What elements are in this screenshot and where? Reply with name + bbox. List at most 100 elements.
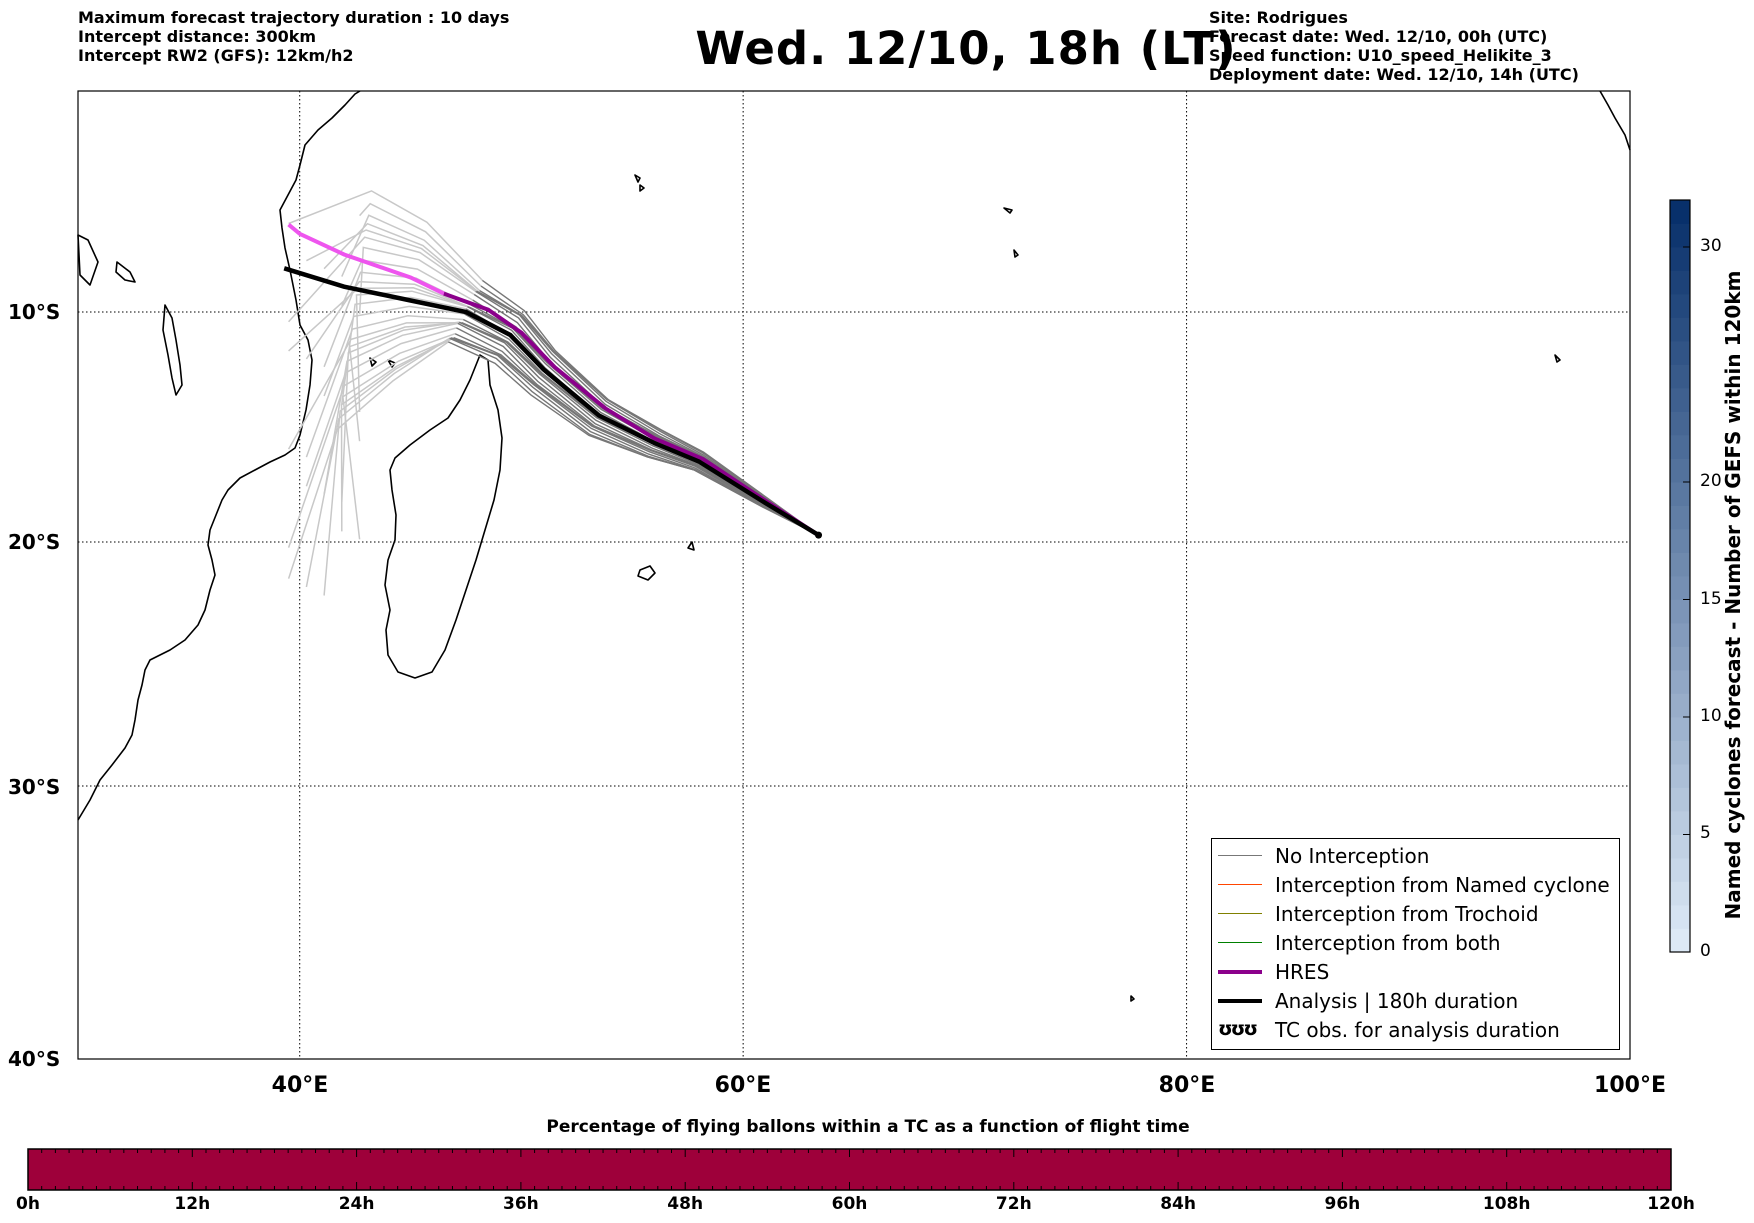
legend-label: Analysis | 180h duration [1275,989,1519,1013]
colorbar-bin [1670,270,1690,295]
colorbar-bin [1670,317,1690,342]
map-border [77,90,1631,1060]
intercept-rw2-text: Intercept RW2 (GFS): 12km/h2 [78,46,354,65]
cb-tick-0: 0 [1700,941,1711,961]
colorbar-bin [1670,928,1690,953]
colorbar-bin [1670,740,1690,765]
time-label: 60h [831,1194,868,1214]
time-label: 48h [667,1194,704,1214]
colorbar-bin [1670,482,1690,506]
colorbar-bin [1670,529,1690,553]
early-trajectory [323,322,458,495]
chagos-islands [1003,207,1019,258]
ensemble-trajectory [479,289,819,536]
colorbar-bin [1670,341,1690,365]
early-trajectory [358,246,475,314]
mauritius-reunion [637,541,695,581]
early-trajectory [306,229,478,292]
coastlines [77,90,1631,1002]
early-trajectory [341,259,474,307]
legend-label: Interception from Named cyclone [1275,873,1610,897]
forecast-parameters: Maximum forecast trajectory duration : 1… [78,8,509,65]
time-label: 0h [16,1194,40,1214]
rodrigues-site-marker [815,531,823,539]
colorbar-bin [1670,294,1690,318]
ensemble-trajectory [481,279,819,536]
early-trajectory [341,214,481,292]
lat-label-40s: 40°S [8,1047,61,1071]
early-trajectory [348,322,461,442]
lon-label-60e: 60°E [714,1073,772,1098]
colorbar-bin [1670,388,1690,412]
early-trajectory [287,341,449,579]
colorbar-bin [1670,435,1690,459]
cb-tick-5: 5 [1700,823,1711,843]
lat-label-10s: 10°S [8,300,61,324]
colorbar-bin [1670,646,1690,671]
legend-swatch [1218,884,1262,885]
lake-victoria [77,234,99,286]
legend-swatch [1218,913,1262,914]
legend-item-hres: HRES [1212,958,1619,987]
time-label: 72h [995,1194,1032,1214]
early-trajectory [359,202,482,287]
amsterdam-island [1130,995,1135,1002]
cyclone-colorbar [1669,199,1691,953]
page-title: Wed. 12/10, 18h (LT) [0,22,1754,75]
cb-tick-20: 20 [1700,471,1722,491]
time-label: 24h [338,1194,375,1214]
lon-label-100e: 100°E [1594,1073,1666,1098]
legend-swatch [1218,970,1262,974]
early-trajectory [288,287,469,352]
deployment-date-text: Deployment date: Wed. 12/10, 14h (UTC) [1209,65,1579,84]
hres-early-segment [287,223,445,296]
time-label: 120h [1647,1194,1695,1214]
madagascar-coastline [384,354,503,679]
lat-label-30s: 30°S [8,775,61,799]
legend-swatch [1218,942,1262,943]
early-trajectory [305,327,457,487]
legend-item-trochoid: Interception from Trochoid [1212,900,1619,929]
legend-label: Interception from both [1275,931,1501,955]
time-label: 12h [174,1194,211,1214]
time-label: 84h [1160,1194,1196,1214]
colorbar-bin [1670,623,1690,647]
gridlines [78,91,1630,1059]
lat-label-20s: 20°S [8,530,61,554]
lake-tanganyika [115,261,136,283]
colorbar-bin [1670,411,1690,436]
legend-label: HRES [1275,960,1330,984]
analysis-trajectory [283,266,820,538]
legend-item-named-cyclone: Interception from Named cyclone [1212,871,1619,900]
lon-label-40e: 40°E [271,1073,329,1098]
colorbar-bin [1670,223,1690,248]
colorbar-bin [1670,905,1690,929]
colorbar-bin [1670,576,1690,600]
colorbar-bin [1670,364,1690,389]
legend-label: TC obs. for analysis duration [1275,1018,1560,1042]
seychelles-islands [634,174,645,192]
colorbar-bin [1670,247,1690,271]
early-trajectory [323,222,479,293]
cyclone-colorbar-border [1669,199,1691,953]
legend-swatch [1218,999,1262,1003]
max-duration-text: Maximum forecast trajectory duration : 1… [78,8,510,27]
colorbar-bin [1670,458,1690,483]
early-trajectory [287,332,456,548]
colorbar-bin [1670,200,1690,224]
early-trajectory [305,280,471,360]
sumatra-edge [1599,90,1631,151]
legend-item-both: Interception from both [1212,929,1619,958]
colorbar-bin [1670,552,1690,577]
early-trajectory [341,321,460,503]
colorbar-bin [1670,764,1690,788]
colorbar-bin [1670,670,1690,694]
speed-function-text: Speed function: U10_speed_Helikite_3 [1209,46,1552,65]
legend-item-analysis: Analysis | 180h duration [1212,987,1619,1016]
early-trajectory [288,190,483,281]
early-trajectory [323,305,465,397]
colorbar-bin [1670,881,1690,906]
time-label: 36h [503,1194,539,1214]
ensemble-trajectory [453,337,819,536]
time-label: 96h [1324,1194,1361,1214]
